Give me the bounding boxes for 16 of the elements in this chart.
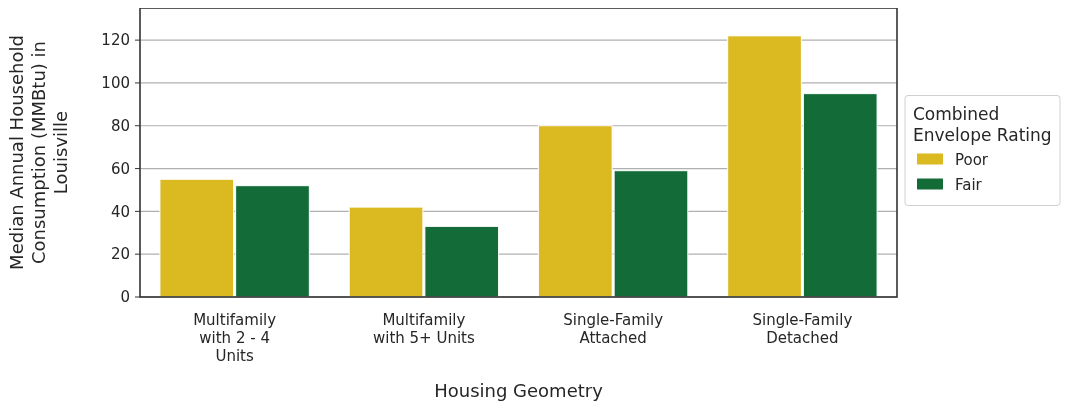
x-tick-label: Multifamily with 2 - 4 Units bbox=[193, 311, 277, 365]
x-tick-label: Single-Family Attached bbox=[563, 311, 664, 347]
legend-label: Fair bbox=[955, 175, 983, 194]
x-tick-label: Single-Family Detached bbox=[752, 311, 853, 347]
y-tick-label: 20 bbox=[110, 245, 130, 264]
y-tick-label: 120 bbox=[101, 31, 130, 50]
y-tick-label: 80 bbox=[110, 116, 130, 135]
x-tick-label: Multifamily with 5+ Units bbox=[372, 311, 475, 347]
legend-title: Combined Envelope Rating bbox=[913, 103, 1052, 145]
y-tick-label: 0 bbox=[120, 288, 130, 307]
y-tick-label: 40 bbox=[110, 202, 130, 221]
y-tick-label: 100 bbox=[101, 74, 130, 93]
x-axis-title: Housing Geometry bbox=[434, 380, 604, 401]
y-axis-title: Median Annual Household Consumption (MMBtu) in Louisville bbox=[6, 35, 71, 270]
legend-label: Poor bbox=[955, 150, 989, 169]
y-tick-label: 60 bbox=[110, 159, 130, 178]
